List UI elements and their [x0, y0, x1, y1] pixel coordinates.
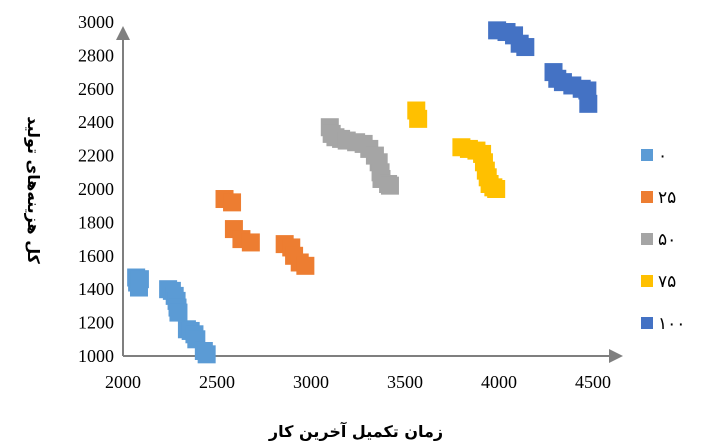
y-tick-label: 1400	[78, 279, 114, 299]
legend: ۰ ۲۵ ۵۰ ۷۵ ۱۰۰	[641, 146, 685, 334]
y-tick-label: 1200	[78, 313, 114, 333]
series-group	[320, 118, 399, 195]
data-point	[197, 345, 216, 364]
y-tick-label: 2400	[78, 112, 114, 132]
data-points	[127, 21, 598, 364]
legend-swatch	[641, 191, 653, 203]
y-tick-label: 1600	[78, 246, 114, 266]
y-tick-label: 2200	[78, 146, 114, 166]
y-axis-arrow	[116, 26, 130, 40]
y-tick-label: 1800	[78, 212, 114, 232]
data-point	[579, 94, 598, 113]
y-tick-label: 2600	[78, 79, 114, 99]
x-tick-label: 3500	[387, 372, 423, 392]
x-axis-title: زمان تکمیل آخرین کار	[268, 421, 443, 441]
legend-label: ۷۵	[658, 272, 676, 292]
legend-swatch	[641, 149, 653, 161]
legend-label: ۰	[658, 146, 667, 166]
y-tick-label: 3000	[78, 12, 114, 32]
x-tick-label: 2500	[199, 372, 235, 392]
tick-labels: 2000 2500 3000 3500 4000 4500 1000 1200 1400 1600…	[78, 12, 611, 392]
x-tick-label: 3000	[293, 372, 329, 392]
y-tick-label: 1000	[78, 346, 114, 366]
series-group	[127, 268, 216, 364]
legend-label: ۱۰۰	[658, 314, 685, 334]
x-tick-label: 2000	[105, 372, 141, 392]
data-point	[409, 109, 428, 128]
x-axis-arrow	[609, 349, 623, 363]
legend-label: ۲۵	[658, 188, 676, 208]
y-tick-label: 2000	[78, 179, 114, 199]
x-tick-label: 4500	[575, 372, 611, 392]
y-axis-title: کل هزینه‌های تولید	[24, 116, 43, 264]
legend-swatch	[641, 233, 653, 245]
y-tick-label: 2800	[78, 45, 114, 65]
data-point	[130, 270, 149, 289]
data-point	[487, 180, 506, 198]
legend-swatch	[641, 317, 653, 329]
data-point	[380, 176, 399, 195]
legend-swatch	[641, 275, 653, 287]
series-group	[215, 190, 315, 275]
data-point	[516, 38, 535, 57]
series-group	[407, 101, 506, 198]
data-point	[296, 256, 315, 275]
data-point	[169, 303, 188, 322]
legend-label: ۵۰	[658, 230, 676, 250]
data-point	[241, 233, 260, 252]
series-group	[488, 21, 598, 113]
x-tick-label: 4000	[481, 372, 517, 392]
data-point	[223, 193, 242, 212]
